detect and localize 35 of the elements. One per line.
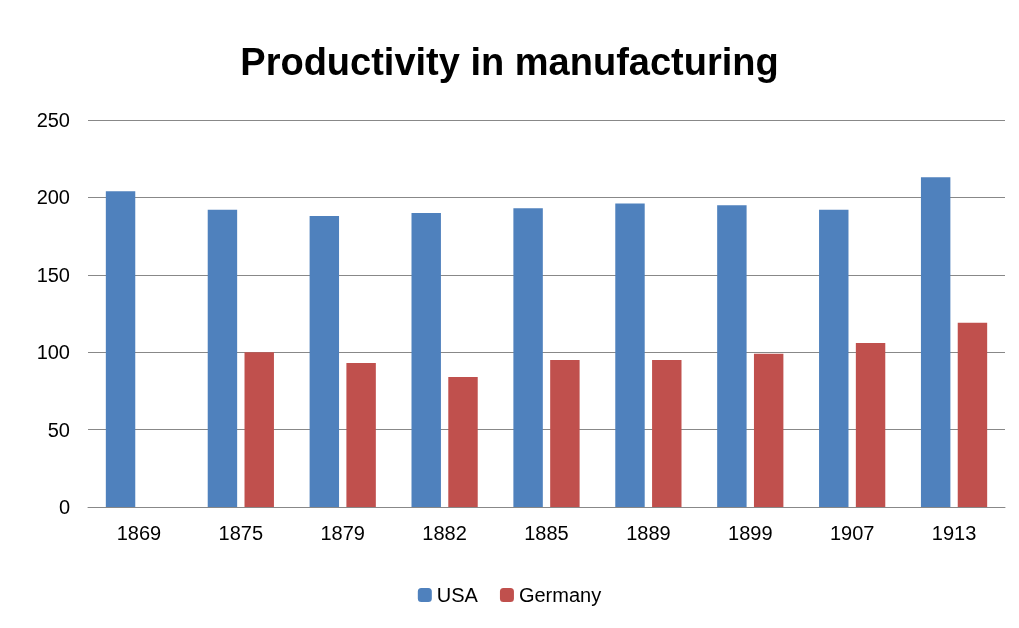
bar bbox=[513, 208, 543, 507]
y-tick-label: 250 bbox=[36, 109, 70, 131]
legend-label: Germany bbox=[518, 584, 602, 606]
y-tick-label: 0 bbox=[58, 496, 70, 518]
x-tick-label: 1907 bbox=[829, 522, 875, 544]
bar bbox=[615, 203, 645, 507]
chart-title: Productivity in manufacturing bbox=[240, 41, 779, 83]
x-tick-label: 1879 bbox=[320, 522, 365, 544]
bar bbox=[448, 376, 478, 507]
bar bbox=[411, 212, 441, 507]
bar bbox=[207, 209, 238, 507]
x-tick-label: 1913 bbox=[931, 522, 977, 544]
bar bbox=[753, 353, 784, 507]
y-tick-label: 200 bbox=[36, 186, 70, 209]
bar bbox=[819, 209, 849, 507]
y-tick-label: 50 bbox=[47, 418, 70, 441]
bar bbox=[957, 322, 988, 507]
bar bbox=[346, 363, 376, 507]
x-tick-label: 1885 bbox=[524, 522, 569, 544]
x-tick-label: 1899 bbox=[728, 522, 773, 544]
bar bbox=[309, 215, 340, 507]
bar bbox=[105, 191, 136, 507]
y-tick-label: 150 bbox=[36, 263, 70, 286]
bar bbox=[717, 205, 747, 507]
bar bbox=[920, 177, 951, 507]
legend-label: USA bbox=[436, 584, 479, 606]
bar bbox=[855, 342, 886, 507]
bar bbox=[652, 359, 682, 507]
x-tick-label: 1889 bbox=[626, 522, 671, 544]
bar bbox=[550, 359, 580, 507]
x-tick-label: 1875 bbox=[218, 522, 264, 544]
bar bbox=[244, 352, 274, 507]
x-tick-label: 1882 bbox=[422, 522, 467, 544]
y-tick-label: 100 bbox=[36, 341, 70, 364]
x-tick-label: 1869 bbox=[116, 522, 162, 544]
